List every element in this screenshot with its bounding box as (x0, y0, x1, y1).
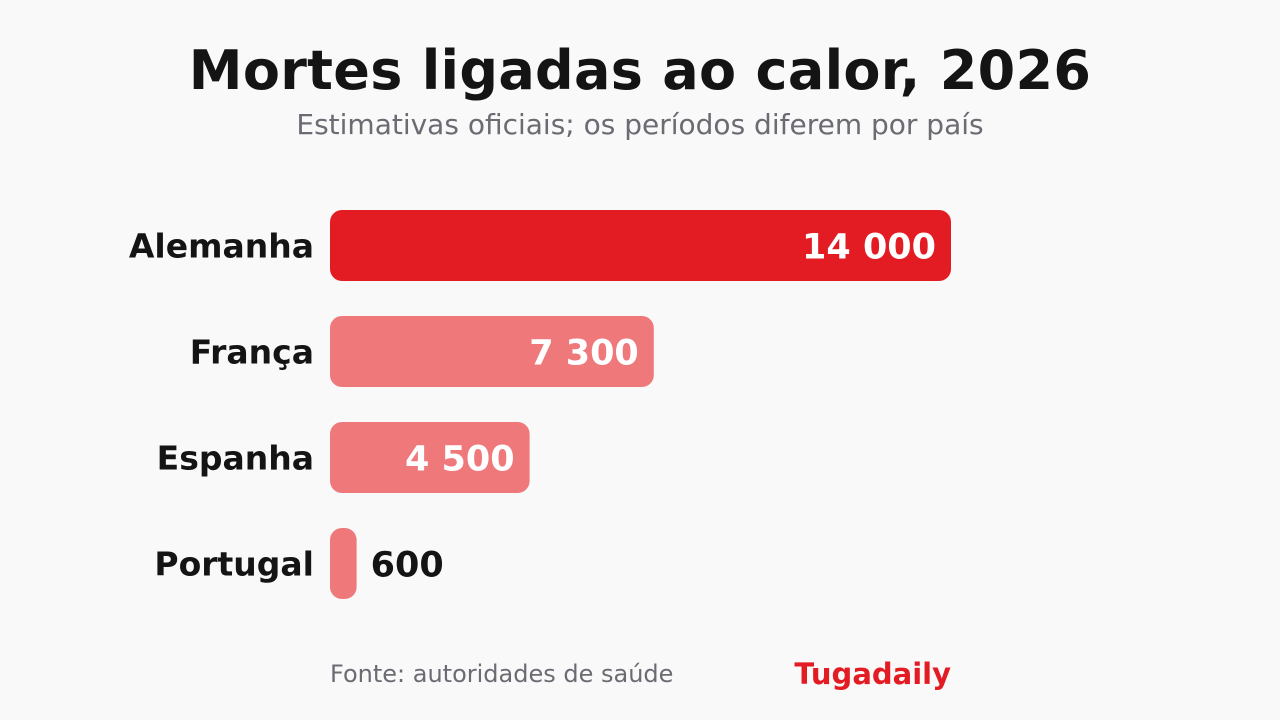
value-label: 600 (371, 546, 444, 586)
brand-logo: Tugadaily (794, 657, 951, 691)
bar (330, 316, 654, 387)
category-label: Portugal (154, 545, 314, 584)
value-label: 7 300 (529, 334, 639, 374)
chart-title: Mortes ligadas ao calor, 2026 (188, 39, 1092, 102)
bar-group-3: Portugal 600 (154, 528, 444, 599)
category-label: França (190, 333, 314, 372)
bar-group-1: França 7 300 (190, 316, 654, 387)
value-label: 14 000 (802, 228, 936, 268)
value-label: 4 500 (405, 440, 515, 480)
category-label: Espanha (157, 439, 314, 478)
bar (330, 528, 357, 599)
bar (330, 210, 951, 281)
bar (330, 422, 530, 493)
bar-group-0: Alemanha 14 000 (129, 210, 951, 281)
chart-subtitle: Estimativas oficiais; os períodos difere… (296, 108, 984, 141)
bar-group-2: Espanha 4 500 (157, 422, 530, 493)
source-note: Fonte: autoridades de saúde (330, 660, 674, 688)
category-label: Alemanha (129, 227, 314, 266)
